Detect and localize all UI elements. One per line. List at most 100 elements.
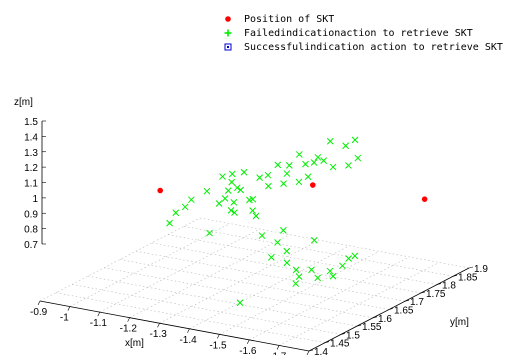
failed-indication-point (252, 212, 260, 220)
grid-line-x (69, 223, 231, 307)
z-tick-label: 1.1 (24, 179, 38, 190)
failed-indication-point (329, 163, 337, 171)
y-tick-label: 1.7 (410, 297, 424, 308)
x-stroke (302, 160, 309, 168)
failed-indication-point (268, 254, 275, 261)
z-tick-label: 1 (32, 194, 38, 205)
x-stroke (280, 180, 287, 187)
x-stroke (203, 187, 211, 195)
failed-indication-point (314, 153, 322, 161)
x-stroke (231, 209, 238, 216)
failed-indication-point (326, 137, 334, 145)
failed-indication-point (304, 173, 312, 181)
failed-indication-point (280, 180, 287, 187)
failed-indication-point (283, 247, 291, 255)
y-axis-label: y[m] (450, 317, 469, 328)
failed-indication-point (221, 195, 229, 202)
x-stroke (326, 137, 334, 145)
x-stroke (314, 153, 322, 161)
x-stroke (295, 178, 303, 186)
failed-indication-point (339, 262, 346, 270)
x-tick-label: -1.1 (90, 318, 108, 329)
failed-indication-point (351, 136, 359, 144)
failed-indication-point (203, 187, 211, 195)
failed-indication-point (240, 168, 248, 176)
failed-indication-point (342, 142, 349, 150)
x-stroke (237, 186, 244, 194)
x-stroke (292, 280, 300, 287)
x-stroke (230, 198, 238, 206)
grid-line-y (71, 284, 342, 335)
failed-indication-point (310, 236, 318, 244)
x-stroke (228, 178, 236, 186)
tick-labels: -0.9-1-1.1-1.2-1.3-1.4-1.5-1.6-1.7-1.81.… (24, 117, 488, 355)
x-stroke (310, 159, 318, 166)
x-stroke (215, 200, 223, 207)
x-stroke (279, 227, 287, 234)
failed-indication-point (274, 161, 282, 169)
failed-indication-point (308, 266, 315, 274)
z-axis-label: z[m] (14, 97, 33, 108)
z-tick-label: 0.7 (24, 240, 38, 251)
legend: Position of SKT Failedindicationaction to… (224, 14, 503, 53)
y-tick-mark (340, 333, 346, 335)
x-stroke (285, 162, 293, 169)
x-stroke (240, 168, 248, 176)
y-tick-label: 1.75 (426, 289, 446, 300)
x-tick-label: -1.4 (179, 335, 197, 346)
failed-indication-point (314, 274, 322, 282)
y-tick-label: 1.6 (378, 314, 392, 325)
skt-position-point (157, 187, 163, 194)
z-tick-label: 1.2 (24, 163, 38, 174)
x-tick-label: -1.7 (269, 351, 287, 355)
failed-indication-point (326, 267, 334, 275)
skt-position-point (310, 182, 316, 188)
y-tick-mark (356, 324, 362, 327)
x-tick-mark (127, 317, 130, 322)
failed-indication-point (295, 178, 303, 186)
failed-indication-point (166, 219, 173, 227)
grid-line-x (159, 239, 320, 324)
legend-marker-2 (224, 43, 232, 51)
y-tick-label: 1.55 (362, 322, 382, 333)
z-tick-label: 1.5 (24, 117, 38, 128)
legend-marker-1 (224, 29, 232, 37)
x-stroke (310, 236, 318, 244)
x-stroke (172, 209, 180, 217)
floor-grid (39, 217, 470, 352)
x-stroke (320, 157, 328, 164)
failed-indication-point (181, 203, 189, 211)
x-stroke (268, 254, 275, 261)
y-tick-label: 1.65 (394, 306, 414, 317)
x-tick-label: -0.9 (30, 307, 48, 318)
x-tick-label: -1.5 (209, 340, 227, 351)
grid-line-y (167, 234, 438, 285)
failed-indication-point (354, 154, 362, 162)
failed-indication-point (310, 159, 318, 166)
y-tick-label: 1.8 (442, 281, 456, 292)
z-tick-label: 0.8 (24, 225, 38, 236)
x-tick-mark (276, 345, 280, 350)
y-tick-mark (372, 316, 378, 319)
failed-indication-point (246, 196, 253, 204)
x-stroke (283, 259, 291, 267)
x-tick-label: -1.2 (120, 324, 138, 335)
x-tick-mark (37, 300, 41, 306)
y-tick-mark (452, 275, 458, 277)
skt-position-point (421, 196, 428, 202)
square-outline (224, 43, 232, 51)
grid-line-y (87, 275, 358, 327)
failed-indication-point (206, 229, 213, 237)
failed-indication-point (215, 200, 223, 207)
failed-indication-point (256, 174, 263, 181)
failed-indication-point (249, 207, 256, 215)
x-stroke (219, 173, 226, 180)
data-points (157, 136, 428, 307)
failed-indication-point (292, 280, 300, 287)
x-tick-mark (217, 334, 220, 339)
grid-line-y (199, 217, 470, 269)
failed-indication-point (224, 187, 232, 195)
failed-indication-point (258, 232, 266, 239)
x-stroke (274, 239, 281, 246)
